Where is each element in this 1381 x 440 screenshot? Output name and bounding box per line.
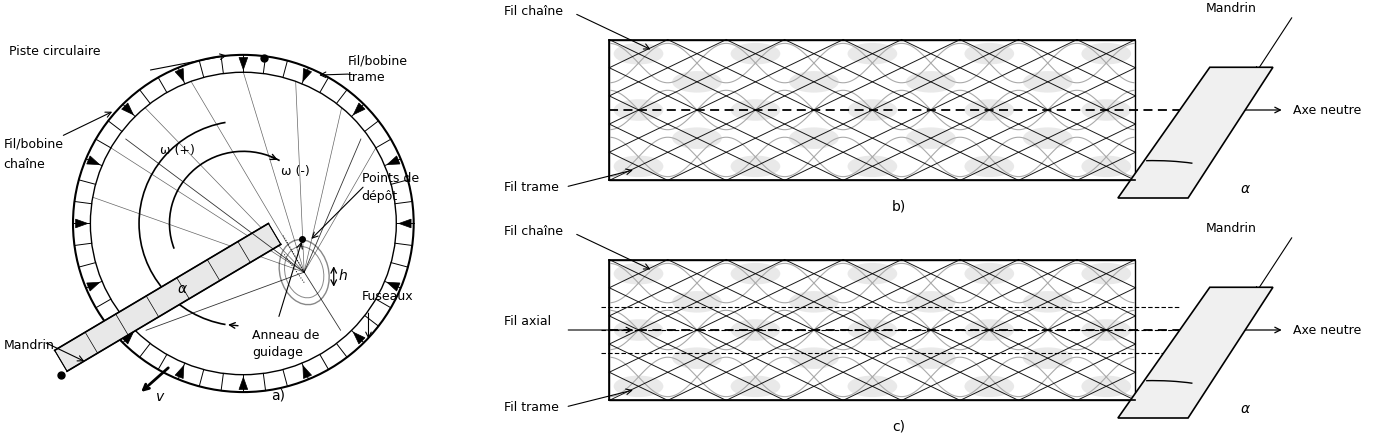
Text: ω (+): ω (+) <box>160 144 195 157</box>
Polygon shape <box>399 219 412 228</box>
Polygon shape <box>1117 67 1273 198</box>
Text: a): a) <box>271 389 284 403</box>
Ellipse shape <box>673 348 722 369</box>
Ellipse shape <box>964 99 1014 121</box>
Polygon shape <box>1117 287 1273 418</box>
Polygon shape <box>354 103 365 115</box>
Text: Fil/bobine: Fil/bobine <box>348 54 407 67</box>
Text: Axe neutre: Axe neutre <box>1293 323 1362 337</box>
Ellipse shape <box>1023 348 1073 369</box>
Ellipse shape <box>1081 376 1131 397</box>
Ellipse shape <box>906 71 956 92</box>
Ellipse shape <box>789 348 838 369</box>
Ellipse shape <box>964 319 1014 341</box>
Ellipse shape <box>848 156 898 177</box>
Ellipse shape <box>964 376 1014 397</box>
Ellipse shape <box>906 128 956 149</box>
Polygon shape <box>175 366 184 378</box>
Ellipse shape <box>789 291 838 312</box>
Text: Anneau de: Anneau de <box>251 329 319 342</box>
Polygon shape <box>122 103 134 115</box>
Text: ω (-): ω (-) <box>282 165 309 178</box>
Ellipse shape <box>731 263 780 284</box>
Ellipse shape <box>673 291 722 312</box>
Ellipse shape <box>613 99 663 121</box>
Ellipse shape <box>1081 99 1131 121</box>
Ellipse shape <box>964 263 1014 284</box>
Text: Fil chaîne: Fil chaîne <box>504 224 563 238</box>
Ellipse shape <box>848 263 898 284</box>
Polygon shape <box>175 69 184 81</box>
Ellipse shape <box>1081 263 1131 284</box>
Ellipse shape <box>789 128 838 149</box>
Text: h: h <box>338 269 348 282</box>
Text: Fil axial: Fil axial <box>504 315 551 328</box>
Text: chaîne: chaîne <box>4 158 46 171</box>
Ellipse shape <box>789 71 838 92</box>
Text: Fil trame: Fil trame <box>504 400 559 414</box>
Text: α: α <box>1240 402 1250 416</box>
Polygon shape <box>387 282 400 291</box>
Text: v: v <box>156 390 164 404</box>
Ellipse shape <box>1023 71 1073 92</box>
Text: α: α <box>177 282 186 297</box>
Polygon shape <box>387 156 400 165</box>
Text: Points de: Points de <box>362 172 418 185</box>
Text: Mandrin: Mandrin <box>4 339 54 352</box>
Ellipse shape <box>731 319 780 341</box>
Polygon shape <box>87 282 99 291</box>
Polygon shape <box>87 156 99 165</box>
Text: Mandrin: Mandrin <box>1206 222 1257 235</box>
Ellipse shape <box>906 348 956 369</box>
Text: c): c) <box>892 419 905 433</box>
Bar <box>609 260 1135 400</box>
Polygon shape <box>239 378 247 389</box>
Ellipse shape <box>673 71 722 92</box>
Text: Fuseaux: Fuseaux <box>362 290 413 304</box>
Polygon shape <box>55 224 280 371</box>
Text: Fil chaîne: Fil chaîne <box>504 4 563 18</box>
Polygon shape <box>302 366 312 378</box>
Ellipse shape <box>613 263 663 284</box>
Ellipse shape <box>1081 156 1131 177</box>
Polygon shape <box>239 58 247 70</box>
Ellipse shape <box>1023 128 1073 149</box>
Text: Axe neutre: Axe neutre <box>1293 103 1362 117</box>
Ellipse shape <box>613 156 663 177</box>
Ellipse shape <box>848 99 898 121</box>
Ellipse shape <box>848 319 898 341</box>
Ellipse shape <box>964 156 1014 177</box>
Polygon shape <box>76 219 88 228</box>
Polygon shape <box>354 332 365 344</box>
Text: Piste circulaire: Piste circulaire <box>8 45 101 59</box>
Ellipse shape <box>731 376 780 397</box>
Ellipse shape <box>1023 291 1073 312</box>
Ellipse shape <box>848 43 898 64</box>
Ellipse shape <box>731 43 780 64</box>
Bar <box>609 40 1135 180</box>
Ellipse shape <box>906 291 956 312</box>
Text: dépôt: dépôt <box>362 190 398 202</box>
Ellipse shape <box>731 99 780 121</box>
Ellipse shape <box>731 156 780 177</box>
Ellipse shape <box>613 376 663 397</box>
Ellipse shape <box>1081 43 1131 64</box>
Text: Fil trame: Fil trame <box>504 180 559 194</box>
Text: Mandrin: Mandrin <box>1206 2 1257 15</box>
Polygon shape <box>122 332 134 344</box>
Polygon shape <box>302 69 312 81</box>
Ellipse shape <box>613 43 663 64</box>
Text: α: α <box>1240 182 1250 196</box>
Ellipse shape <box>613 319 663 341</box>
Text: guidage: guidage <box>251 346 302 359</box>
Ellipse shape <box>848 376 898 397</box>
Ellipse shape <box>1081 319 1131 341</box>
Ellipse shape <box>673 128 722 149</box>
Text: b): b) <box>892 199 906 213</box>
Text: Fil/bobine: Fil/bobine <box>4 137 64 150</box>
Text: trame: trame <box>348 71 385 84</box>
Ellipse shape <box>964 43 1014 64</box>
